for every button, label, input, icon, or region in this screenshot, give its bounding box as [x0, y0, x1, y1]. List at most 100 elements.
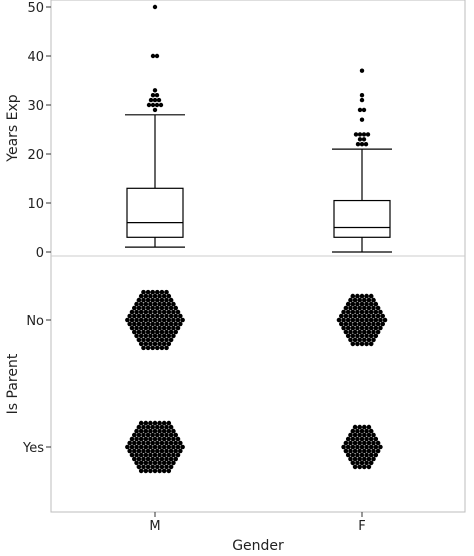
dot-m-yes [173, 432, 178, 438]
outlier-point-f [355, 142, 361, 147]
dot-m-no [164, 337, 169, 343]
dot-f-no [343, 313, 349, 319]
axes: 0 10 20 30 40 50 No Yes M F [22, 1, 366, 534]
dot-m-no [155, 337, 160, 343]
dot-f-no [364, 309, 369, 315]
dot-m-yes [148, 444, 153, 450]
dot-f-no [359, 317, 365, 323]
dot-m-no [129, 317, 135, 323]
dot-m-yes [155, 464, 160, 470]
dot-f-no [364, 325, 369, 331]
dot-f-yes [341, 444, 346, 450]
dot-m-no [159, 289, 165, 295]
dot-f-no [368, 293, 374, 299]
dot-f-no [352, 313, 358, 319]
dot-m-yes [134, 428, 139, 434]
dot-f-no [355, 333, 360, 339]
dot-m-no [136, 305, 142, 311]
dot-m-no [145, 313, 151, 319]
dot-m-yes [138, 428, 144, 434]
outlier-point-f [361, 132, 367, 137]
dot-f-no [378, 309, 383, 315]
dot-m-yes [129, 444, 135, 450]
dot-m-no [132, 329, 137, 335]
dot-m-no [155, 313, 160, 319]
dot-f-no [345, 325, 351, 331]
dot-m-yes [155, 440, 160, 446]
dot-m-yes [143, 428, 149, 434]
outlier-point-f [359, 97, 365, 103]
dot-m-no [148, 293, 153, 299]
dot-m-no [152, 341, 158, 347]
dot-m-yes [159, 440, 165, 446]
dot-f-no [371, 305, 376, 311]
dot-m-yes [138, 452, 144, 458]
outlier-point-f [359, 93, 365, 98]
dot-m-no [148, 341, 153, 347]
dot-m-no [175, 317, 181, 323]
dot-f-no [368, 301, 374, 307]
dot-m-yes [168, 464, 174, 470]
dot-f-yes [373, 436, 379, 442]
dot-m-yes [136, 448, 142, 454]
dot-m-yes [173, 448, 178, 454]
dot-m-no [164, 313, 169, 319]
dot-f-no [348, 321, 353, 327]
dot-m-yes [138, 444, 144, 450]
dot-m-no [145, 329, 151, 335]
dot-f-yes [364, 428, 369, 434]
dot-m-yes [134, 452, 139, 458]
dot-f-yes [345, 436, 351, 442]
dot-m-no [168, 329, 174, 335]
dot-f-yes [350, 452, 356, 458]
dot-f-no [343, 321, 349, 327]
dot-m-yes [152, 460, 158, 466]
outlier-point-m [154, 53, 160, 59]
dot-m-yes [164, 432, 169, 438]
dot-f-no [343, 329, 349, 335]
dot-m-yes [134, 436, 139, 442]
dot-f-yes [350, 436, 356, 442]
dot-m-no [136, 297, 142, 303]
dot-m-yes [132, 440, 137, 446]
dot-m-no [171, 317, 176, 323]
dot-m-no [141, 297, 146, 303]
dot-m-no [173, 313, 178, 319]
dot-f-no [364, 301, 369, 307]
dot-f-yes [345, 444, 351, 450]
dot-m-yes [143, 452, 149, 458]
dot-m-no [161, 341, 167, 347]
dot-m-no [157, 325, 162, 331]
dot-f-no [373, 309, 379, 315]
dot-m-yes [134, 460, 139, 466]
dot-m-yes [132, 448, 137, 454]
dot-m-yes [152, 436, 158, 442]
dot-m-no [161, 309, 167, 315]
dot-f-no [341, 317, 346, 323]
dot-f-yes [348, 432, 353, 438]
dot-f-no [341, 325, 346, 331]
dot-m-no [145, 337, 151, 343]
dot-m-no [150, 337, 155, 343]
dot-m-yes [161, 420, 167, 426]
dot-m-no [138, 293, 144, 299]
dot-m-yes [166, 444, 172, 450]
outlier-point-m [146, 102, 152, 108]
box-iqr-m [126, 187, 184, 238]
dot-m-yes [166, 420, 172, 426]
dot-m-yes [164, 448, 169, 454]
dot-m-yes [145, 456, 151, 462]
dot-f-yes [357, 440, 363, 446]
dot-m-yes [150, 464, 155, 470]
dot-m-yes [152, 428, 158, 434]
dot-m-yes [129, 452, 135, 458]
dot-m-no [166, 317, 172, 323]
dot-f-yes [352, 432, 358, 438]
dot-m-yes [152, 452, 158, 458]
dot-m-yes [159, 456, 165, 462]
y-axis-title-is-parent: Is Parent [5, 353, 21, 414]
dot-m-yes [175, 444, 181, 450]
dot-m-no [141, 329, 146, 335]
dot-m-no [141, 345, 146, 351]
